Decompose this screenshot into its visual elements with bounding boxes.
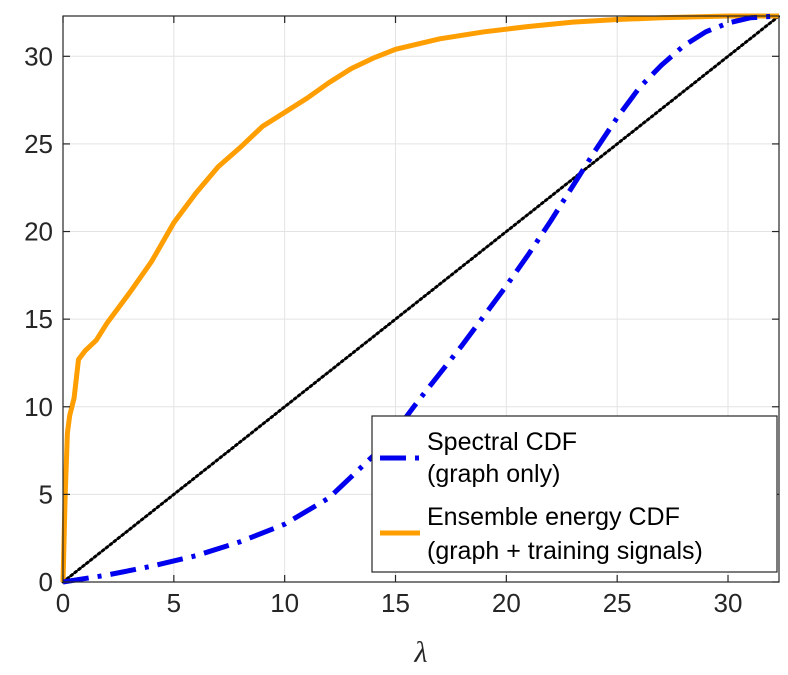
tick-marks <box>62 16 779 583</box>
legend-label-spectral-line2: (graph only) <box>427 460 560 488</box>
y-tick-label-2: 10 <box>24 392 53 422</box>
y-tick-label-3: 15 <box>24 304 53 334</box>
x-tick-label-5: 25 <box>603 588 632 618</box>
x-tick-label-3: 15 <box>381 588 410 618</box>
legend-label-spectral-line1: Spectral CDF <box>427 428 577 456</box>
y-tick-label-5: 25 <box>24 129 53 159</box>
axes-box <box>62 15 780 583</box>
x-tick-label-1: 5 <box>167 588 181 618</box>
grid-lines <box>63 16 779 582</box>
y-tick-label-4: 20 <box>24 217 53 247</box>
x-tick-label-6: 30 <box>714 588 743 618</box>
x-tick-label-2: 10 <box>270 588 299 618</box>
legend-box <box>371 415 778 573</box>
legend-label-ensemble-line1: Ensemble energy CDF <box>427 503 680 531</box>
y-tick-label-1: 5 <box>39 479 53 509</box>
series-line-ensemble-energy-cdf-graph-training-signals <box>60 13 779 583</box>
series-line-spectral-cdf-graph-only <box>62 13 780 585</box>
y-tick-label-6: 30 <box>24 41 53 71</box>
legend-label-ensemble-line2: (graph + training signals) <box>427 537 703 565</box>
series-group <box>60 13 780 585</box>
legend: Spectral CDF (graph only) Ensemble energ… <box>371 415 778 573</box>
x-axis-label: λ <box>414 636 428 669</box>
x-tick-labels: 0 5 10 15 20 25 30 <box>56 588 743 618</box>
reference-diagonal <box>61 14 781 584</box>
y-tick-label-0: 0 <box>39 567 53 597</box>
x-tick-label-4: 20 <box>492 588 521 618</box>
series-line-uniform-reference <box>61 14 781 584</box>
x-tick-label-0: 0 <box>56 588 70 618</box>
y-tick-labels: 0 5 10 15 20 25 30 <box>24 41 53 597</box>
